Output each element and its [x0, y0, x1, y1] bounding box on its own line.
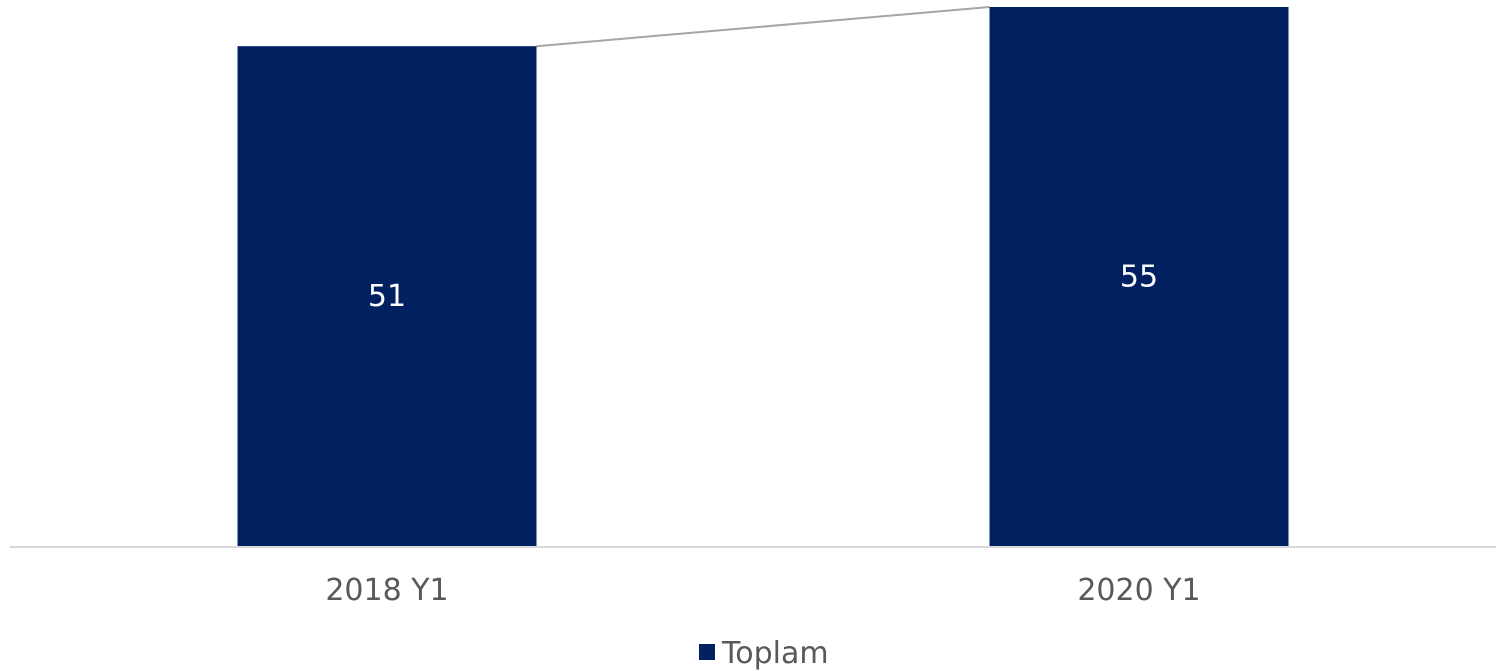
bar-2020-y1 [989, 7, 1289, 546]
x-tick-label-2020-y1: 2020 Y1 [1077, 573, 1200, 608]
data-label-2018-y1: 51 [368, 279, 406, 314]
legend-label-toplam: Toplam [721, 636, 829, 671]
labels-layer: 51 2018 Y1 55 2020 Y1 [325, 260, 1200, 609]
x-tick-label-2018-y1: 2018 Y1 [325, 573, 448, 608]
legend-swatch-toplam [699, 644, 715, 660]
connector-layer [536, 6, 990, 48]
bar-2018-y1 [237, 46, 537, 546]
connector-line [536, 6, 990, 48]
legend: Toplam [699, 636, 829, 671]
bars-layer [237, 7, 1289, 546]
data-label-2020-y1: 55 [1120, 260, 1158, 295]
